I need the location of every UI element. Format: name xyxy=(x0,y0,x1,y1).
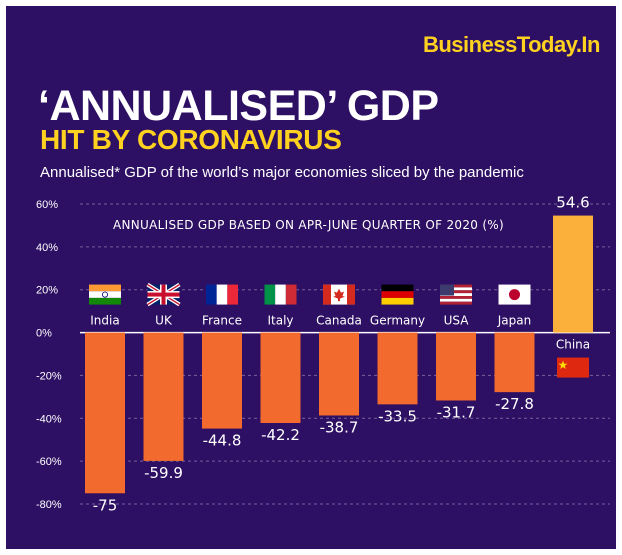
usa-flag xyxy=(440,284,472,305)
subtitle: Annualised* GDP of the world’s major eco… xyxy=(40,164,524,181)
bar-germany xyxy=(377,332,418,405)
category-label: France xyxy=(202,314,242,328)
bar-uk xyxy=(143,332,184,461)
value-label: 54.6 xyxy=(556,194,589,212)
india-flag xyxy=(89,284,121,305)
category-label: China xyxy=(556,338,590,352)
italy-flag xyxy=(264,284,297,305)
category-label: Germany xyxy=(370,314,425,328)
title-line-1: ‘ANNUALISED’ GDP xyxy=(38,82,439,130)
value-label: -75 xyxy=(93,496,118,514)
y-tick-label: -20% xyxy=(36,370,62,382)
germany-flag xyxy=(381,284,414,305)
y-tick-label: -60% xyxy=(36,456,62,468)
value-label: -33.5 xyxy=(378,407,417,425)
uk-flag xyxy=(146,282,181,307)
category-label: Japan xyxy=(497,314,531,328)
category-label: Italy xyxy=(267,314,293,328)
bar-india xyxy=(85,332,125,494)
bar-italy xyxy=(260,332,301,423)
bar-usa xyxy=(436,332,476,401)
bar-france xyxy=(202,332,242,429)
value-label: -31.7 xyxy=(437,404,476,422)
y-tick-label: 0% xyxy=(36,328,52,340)
y-tick-label: 60% xyxy=(36,199,58,211)
bar-canada xyxy=(319,332,359,416)
title-line-2: HIT BY CORONAVIRUS xyxy=(40,124,342,155)
chart-title: ANNUALISED GDP BASED ON APR-JUNE QUARTER… xyxy=(113,218,504,232)
china-flag xyxy=(557,357,589,378)
category-label: USA xyxy=(444,314,470,328)
y-tick-label: -80% xyxy=(36,499,62,511)
value-label: -27.8 xyxy=(495,395,534,413)
japan-flag xyxy=(498,284,531,305)
y-tick-label: 40% xyxy=(36,242,58,254)
value-label: -59.9 xyxy=(144,464,183,482)
bar-japan xyxy=(494,332,535,393)
bar-china xyxy=(553,215,593,333)
category-label: Canada xyxy=(316,314,362,328)
canada-flag xyxy=(323,284,355,305)
value-label: -42.2 xyxy=(261,426,300,444)
y-tick-label: 20% xyxy=(36,285,58,297)
france-flag xyxy=(206,284,238,305)
value-label: -44.8 xyxy=(203,432,242,450)
value-label: -38.7 xyxy=(320,419,359,437)
category-label: UK xyxy=(155,314,173,328)
category-label: India xyxy=(90,314,119,328)
y-tick-label: -40% xyxy=(36,413,62,425)
brand-logo: BusinessToday.In xyxy=(422,32,601,57)
